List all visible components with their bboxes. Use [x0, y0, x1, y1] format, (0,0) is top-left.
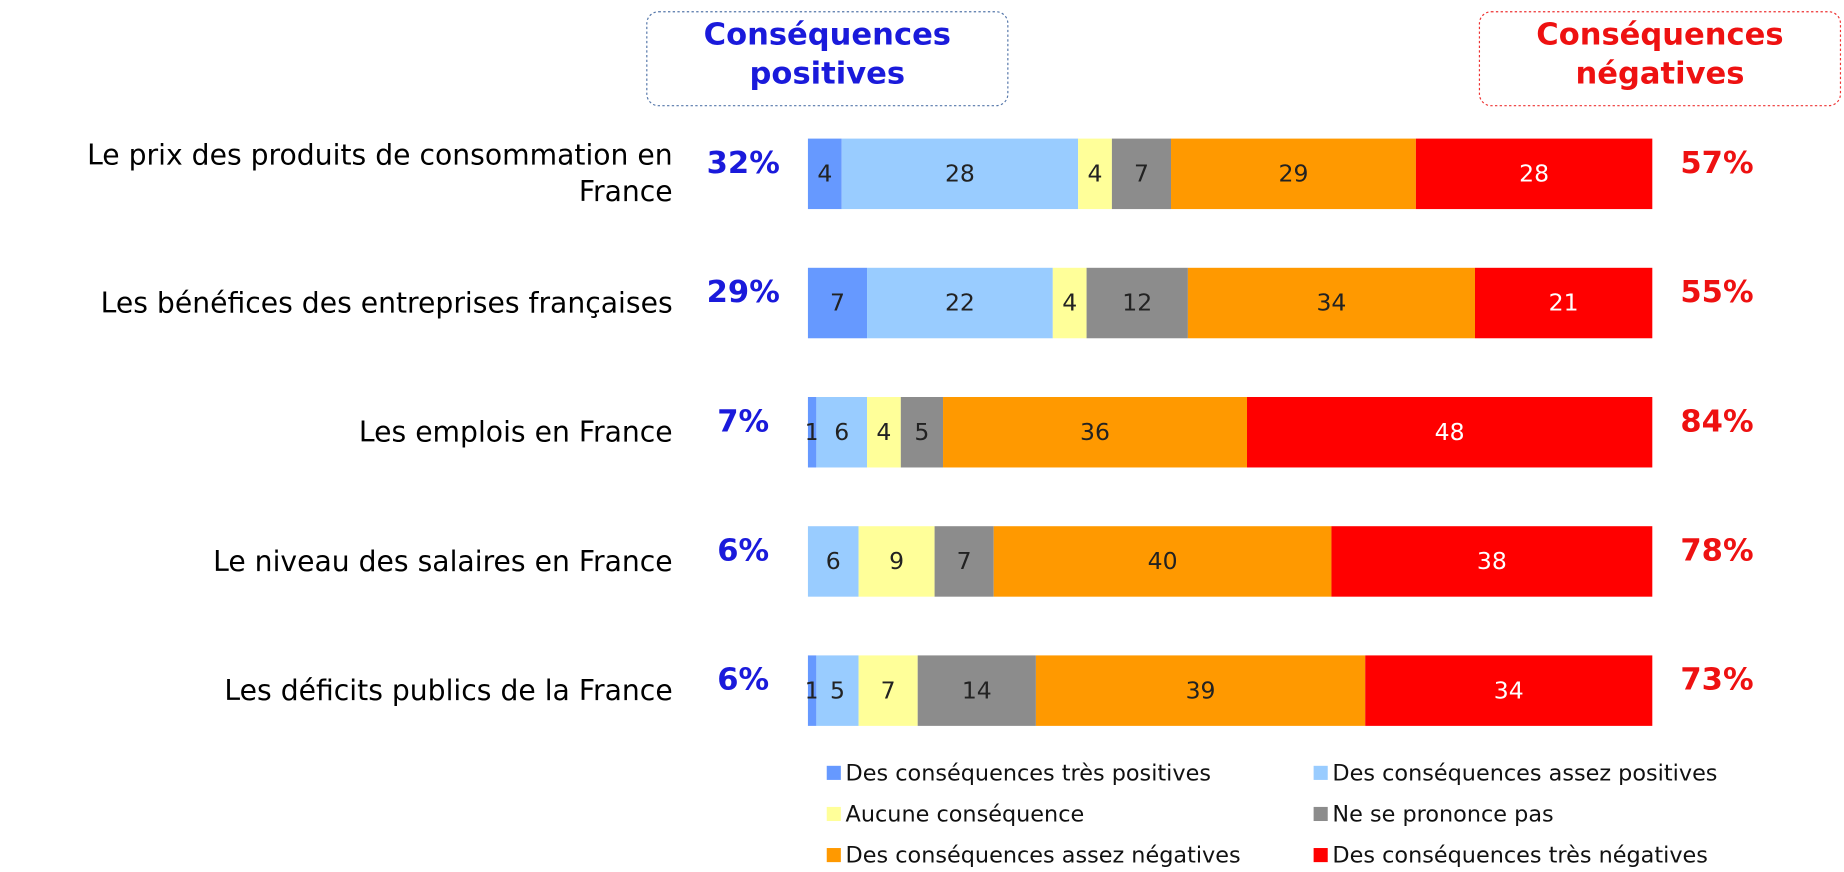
legend-label: Des conséquences très négatives	[1332, 843, 1708, 868]
segment-label: 4	[1088, 160, 1103, 188]
bar-segment	[1331, 526, 1653, 597]
legend-swatch	[1313, 806, 1328, 822]
legend-swatch	[1313, 765, 1328, 780]
bar-segment	[1086, 267, 1188, 339]
bar-segment	[858, 526, 935, 597]
segment-label: 39	[1186, 676, 1216, 704]
segment-label: 1	[805, 418, 820, 446]
segment-label: 34	[1494, 676, 1524, 704]
header-box	[1478, 11, 1842, 107]
bar-segment	[807, 397, 817, 468]
negative-total: 78%	[1680, 534, 1753, 569]
segment-label: 28	[945, 160, 975, 188]
bar-segment	[841, 138, 1079, 210]
negative-total: 57%	[1680, 146, 1753, 181]
legend-label: Des conséquences assez négatives	[846, 843, 1241, 868]
bar-segment	[1078, 138, 1112, 210]
segment-label: 7	[881, 676, 896, 704]
bar-segment	[807, 138, 842, 210]
legend-label: Ne se prononce pas	[1332, 802, 1553, 828]
bar-segment	[1247, 397, 1653, 468]
category-label-box: Les bénéfices des entreprises françaises	[100, 286, 673, 319]
negative-total: 73%	[1680, 663, 1753, 698]
positive-total: 32%	[707, 146, 780, 181]
segment-label: 1	[805, 676, 820, 704]
category-label-box: Le prix des produits de consommation en …	[87, 138, 673, 208]
header: Conséquences négatives	[1536, 17, 1784, 92]
bar-segment	[917, 655, 1036, 726]
category-label-box: Les déficits publics de la France	[224, 673, 673, 707]
category-label: Les déficits publics de la France	[224, 673, 673, 707]
positive-total: 6%	[717, 663, 769, 698]
bar-segment	[1052, 267, 1087, 339]
segment-label: 7	[1134, 160, 1149, 188]
segment-label: 29	[1278, 160, 1308, 188]
bar-segment	[1171, 138, 1416, 210]
negative-total: 84%	[1680, 404, 1753, 439]
segment-label: 9	[889, 547, 904, 575]
segment-label: 36	[1080, 418, 1110, 446]
category-label: Le prix des produits de consommation en …	[87, 138, 673, 208]
bar-segment	[807, 526, 859, 597]
category-label: Le niveau des salaires en France	[213, 544, 673, 578]
positive-total: 6%	[717, 534, 769, 569]
bar-segment	[1187, 267, 1475, 339]
segment-label: 28	[1519, 160, 1549, 188]
legend-label: Aucune conséquence	[846, 802, 1085, 828]
header: Conséquences positives	[703, 17, 952, 92]
positive-total: 7%	[717, 404, 769, 439]
segment-label: 14	[962, 676, 992, 704]
category-label: Les bénéfices des entreprises françaises	[100, 286, 673, 319]
category-label-box: Les emplois en France	[358, 415, 673, 449]
bar-segment	[943, 397, 1248, 468]
segment-label: 4	[1062, 289, 1077, 317]
legend-swatch	[1313, 848, 1328, 863]
segment-label: 7	[957, 547, 972, 575]
segment-label: 40	[1148, 547, 1178, 575]
segment-label: 48	[1435, 418, 1465, 446]
header-positive: Conséquences positives	[703, 17, 952, 92]
bar-segment	[867, 267, 1053, 339]
segment-label: 5	[914, 418, 929, 446]
segment-label: 38	[1477, 547, 1507, 575]
legend-swatch	[826, 848, 841, 863]
bar-segment	[1474, 267, 1653, 339]
positive-total: 29%	[707, 275, 780, 310]
bar-segment	[807, 655, 817, 726]
bar-segment	[867, 397, 901, 468]
bar-segment	[1415, 138, 1653, 210]
bar-segment	[1365, 655, 1653, 726]
bar-segment	[993, 526, 1332, 597]
header-box	[646, 11, 1009, 107]
legend-swatch	[826, 765, 841, 780]
segment-label: 5	[830, 676, 845, 704]
bar-segment	[934, 526, 994, 597]
bar-segment	[816, 655, 859, 726]
bar-segment	[1111, 138, 1172, 210]
segment-label: 6	[826, 547, 841, 575]
segment-label: 21	[1549, 289, 1579, 317]
segment-label: 6	[834, 418, 849, 446]
segment-label: 4	[817, 160, 832, 188]
category-label: Les emplois en France	[358, 415, 673, 449]
segment-label: 7	[830, 289, 845, 317]
negative-total: 55%	[1680, 275, 1753, 310]
bar-segment	[807, 267, 868, 339]
segment-label: 22	[945, 289, 975, 317]
legend-label: Des conséquences assez positives	[1332, 761, 1717, 787]
header-negative: Conséquences négatives	[1536, 17, 1784, 92]
legend-label: Des conséquences très positives	[846, 761, 1211, 787]
bar-segment	[858, 655, 918, 726]
segment-label: 34	[1316, 289, 1346, 317]
category-label-box: Le niveau des salaires en France	[213, 544, 673, 578]
bar-segment	[900, 397, 944, 468]
legend-swatch	[826, 806, 841, 822]
segment-label: 12	[1122, 289, 1152, 317]
bar-segment	[816, 397, 868, 468]
segment-label: 4	[876, 418, 891, 446]
bar-segment	[1035, 655, 1366, 726]
